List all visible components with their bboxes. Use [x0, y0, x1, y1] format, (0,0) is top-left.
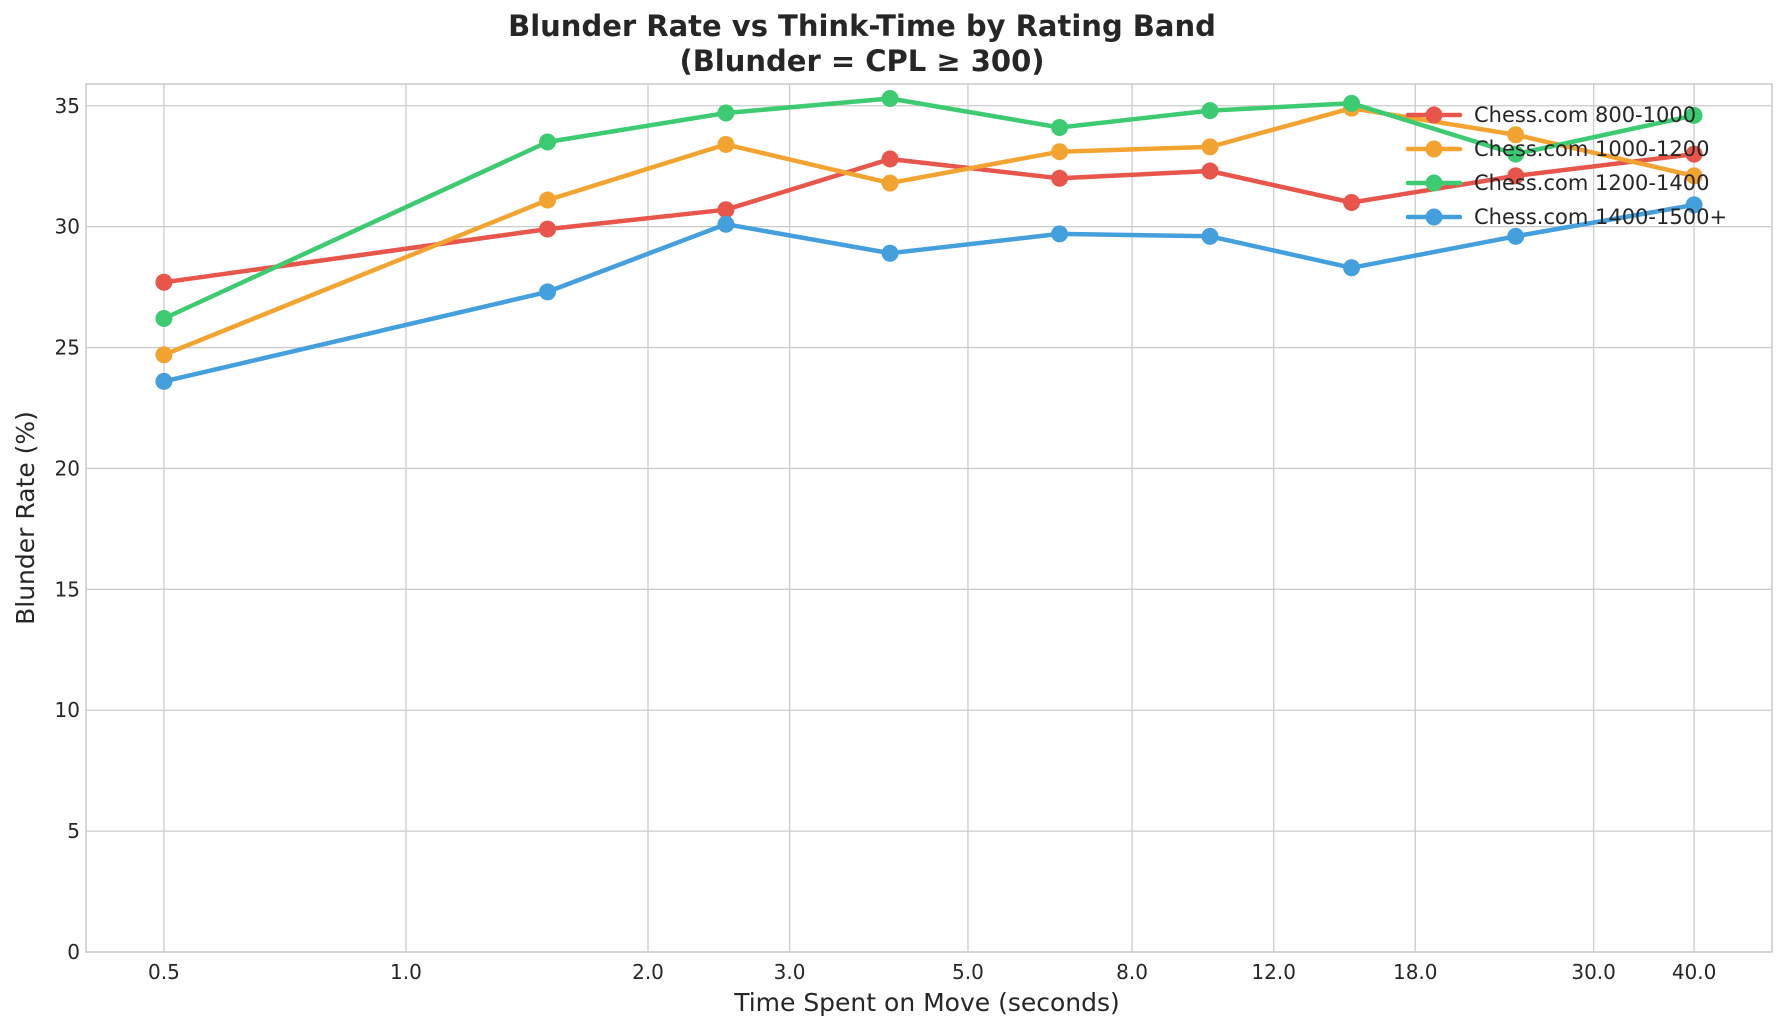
data-point — [1685, 196, 1703, 214]
data-point — [1507, 145, 1525, 163]
legend-swatch-marker — [1425, 140, 1443, 158]
data-point — [155, 372, 173, 390]
series-group — [155, 145, 1703, 291]
data-point — [1343, 259, 1361, 277]
legend-swatch-marker — [1425, 208, 1443, 226]
x-tick-label: 8.0 — [1116, 960, 1148, 984]
data-point — [881, 90, 899, 108]
data-point — [1201, 138, 1219, 156]
legend-label: Chess.com 1000-1200 — [1474, 137, 1709, 161]
data-point — [1343, 94, 1361, 112]
series-line — [161, 96, 1697, 321]
x-tick-label: 5.0 — [952, 960, 984, 984]
data-point — [539, 133, 557, 151]
x-tick-label: 2.0 — [632, 960, 664, 984]
plot-frame — [85, 83, 1773, 953]
x-tick-label: 0.5 — [148, 960, 180, 984]
x-axis-ticks: 0.5 1.0 2.0 3.0 5.0 8.0 12.0 18.0 30.0 40.0 — [148, 960, 1716, 984]
legend: Chess.com 800-1000 Chess.com 1000-1200 Che… — [1405, 103, 1727, 229]
data-point — [1051, 143, 1069, 161]
data-point — [539, 283, 557, 301]
x-axis-label: Time Spent on Move (seconds) — [733, 988, 1120, 1017]
legend-item: Chess.com 1200-1400 — [1405, 171, 1709, 195]
y-tick-label: 20 — [55, 456, 80, 480]
legend-label: Chess.com 800-1000 — [1474, 103, 1696, 127]
chart-subtitle: (Blunder = CPL ≥ 300) — [679, 44, 1044, 78]
data-point — [1685, 167, 1703, 185]
data-point — [1051, 169, 1069, 187]
y-axis-label: Blunder Rate (%) — [11, 411, 40, 625]
data-point — [155, 310, 173, 328]
series-group — [155, 196, 1703, 390]
y-tick-label: 5 — [67, 819, 80, 843]
data-point — [1507, 126, 1525, 144]
series — [155, 90, 1703, 390]
legend-item: Chess.com 800-1000 — [1405, 103, 1696, 127]
x-tick-label: 3.0 — [774, 960, 806, 984]
series-line — [161, 105, 1697, 358]
chart-title: Blunder Rate vs Think-Time by Rating Ban… — [508, 9, 1216, 43]
data-point — [539, 191, 557, 209]
data-point — [1051, 119, 1069, 137]
y-tick-label: 35 — [55, 94, 80, 118]
data-point — [1051, 225, 1069, 243]
y-tick-label: 30 — [55, 215, 80, 239]
legend-swatch-marker — [1425, 106, 1443, 124]
data-point — [1685, 106, 1703, 124]
legend-swatch-marker — [1425, 174, 1443, 192]
data-point — [881, 150, 899, 168]
x-tick-label: 18.0 — [1393, 960, 1438, 984]
data-point — [1507, 167, 1525, 185]
data-point — [717, 201, 735, 219]
data-point — [1685, 145, 1703, 163]
data-point — [1507, 227, 1525, 245]
legend-label: Chess.com 1400-1500+ — [1474, 205, 1727, 229]
data-point — [717, 135, 735, 153]
series-group — [155, 90, 1703, 328]
series-line — [161, 202, 1697, 384]
data-point — [1201, 162, 1219, 180]
data-point — [1201, 227, 1219, 245]
data-point — [155, 273, 173, 291]
x-tick-label: 12.0 — [1251, 960, 1296, 984]
data-point — [1343, 193, 1361, 211]
y-tick-label: 0 — [67, 940, 80, 964]
x-tick-label: 1.0 — [390, 960, 422, 984]
y-axis-ticks: 0 5 10 15 20 25 30 35 — [55, 94, 80, 964]
data-point — [881, 174, 899, 192]
series-group — [155, 99, 1703, 364]
legend-item: Chess.com 1000-1200 — [1405, 137, 1709, 161]
data-point — [1201, 102, 1219, 120]
data-point — [539, 220, 557, 238]
y-tick-label: 15 — [55, 577, 80, 601]
data-point — [717, 215, 735, 233]
legend-item: Chess.com 1400-1500+ — [1405, 205, 1727, 229]
y-tick-label: 25 — [55, 336, 80, 360]
data-point — [155, 346, 173, 364]
x-tick-label: 30.0 — [1571, 960, 1616, 984]
legend-label: Chess.com 1200-1400 — [1474, 171, 1709, 195]
y-tick-label: 10 — [55, 698, 80, 722]
x-tick-label: 40.0 — [1672, 960, 1717, 984]
data-point — [881, 244, 899, 262]
data-point — [717, 104, 735, 122]
